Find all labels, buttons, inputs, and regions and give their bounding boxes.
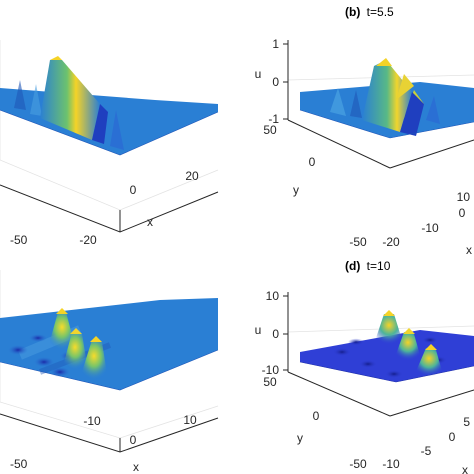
panel-b-ytick: -50 bbox=[349, 235, 367, 249]
panel-d-axes bbox=[283, 292, 474, 417]
panel-d-xtick: 0 bbox=[449, 430, 456, 444]
panel-b-xtick: -10 bbox=[421, 221, 439, 235]
panel-d-xtick: -5 bbox=[421, 444, 432, 458]
panel-d-labels: u 10 0 -10 50 0 -50 y -10 -5 0 5 x bbox=[255, 289, 471, 474]
panel-d-ytick: 0 bbox=[313, 409, 320, 423]
panel-d: (d) t=10 bbox=[255, 259, 474, 474]
panel-a-tick-labels: -50 -20 0 20 x bbox=[10, 169, 199, 247]
panel-d-ytick: -50 bbox=[349, 457, 367, 471]
panel-b-ylabel: y bbox=[293, 183, 299, 197]
panel-d-ylabel: y bbox=[297, 431, 303, 445]
panel-a-surface bbox=[0, 56, 219, 156]
panel-d-zlabel: u bbox=[255, 323, 262, 337]
panel-d-surface bbox=[299, 310, 474, 383]
panel-b-ytick: 0 bbox=[309, 155, 316, 169]
panel-b-labels: u 1 0 -1 50 0 -50 y -20 -10 0 10 x bbox=[255, 37, 472, 257]
panel-d-ytick: 50 bbox=[263, 375, 277, 389]
panel-a-xlabel: x bbox=[147, 215, 153, 229]
panel-b-surface bbox=[299, 58, 474, 139]
panel-a-axes bbox=[0, 40, 219, 233]
panel-c-surface bbox=[0, 298, 219, 391]
panel-c-xtick: 0 bbox=[130, 433, 137, 447]
panel-b-zlabel: u bbox=[255, 67, 262, 81]
panel-a: -50 -20 0 20 x bbox=[0, 40, 219, 247]
panel-d-xtick: -10 bbox=[382, 457, 400, 471]
panel-b-ztick: 1 bbox=[272, 37, 279, 51]
panel-c-axes bbox=[0, 270, 219, 453]
panel-d-title: (d) t=10 bbox=[345, 259, 391, 273]
panel-a-xtick: -20 bbox=[79, 233, 97, 247]
panel-b-ztick: 0 bbox=[272, 75, 279, 89]
panel-c-xtick: -10 bbox=[83, 414, 101, 428]
panel-b-ytick: 50 bbox=[263, 123, 277, 137]
panel-a-xtick: 20 bbox=[185, 169, 199, 183]
panel-c-tick-labels: -50 -10 0 10 x bbox=[10, 413, 197, 474]
panel-a-xtick: 0 bbox=[130, 183, 137, 197]
panel-c: -50 -10 0 10 x bbox=[0, 270, 219, 474]
panel-c-xtick: 10 bbox=[183, 413, 197, 427]
panel-d-xlabel: x bbox=[462, 463, 468, 474]
panel-c-xlabel: x bbox=[133, 460, 139, 474]
panel-d-ztick: 0 bbox=[272, 327, 279, 341]
panel-d-ztick: 10 bbox=[266, 289, 280, 303]
panel-b-xtick: -20 bbox=[382, 235, 400, 249]
panel-b-ztick: -1 bbox=[268, 112, 279, 126]
panel-c-ytick: -50 bbox=[10, 457, 28, 471]
panel-b-xlabel: x bbox=[466, 243, 472, 257]
panel-b-xtick: 0 bbox=[459, 206, 466, 220]
panel-d-xtick: 5 bbox=[463, 415, 470, 429]
panel-a-ytick: -50 bbox=[10, 233, 28, 247]
panel-d-ztick: -10 bbox=[262, 363, 280, 377]
panel-b-title: (b) t=5.5 bbox=[345, 5, 394, 19]
panel-b: (b) t=5.5 u 1 0 bbox=[255, 5, 474, 257]
panel-b-xtick: 10 bbox=[457, 190, 471, 204]
